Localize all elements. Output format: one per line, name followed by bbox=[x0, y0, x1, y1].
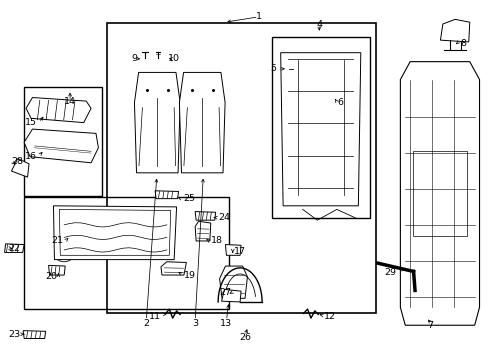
Circle shape bbox=[281, 66, 289, 72]
Circle shape bbox=[228, 246, 238, 253]
Polygon shape bbox=[441, 19, 470, 42]
Polygon shape bbox=[49, 265, 65, 275]
Text: 28: 28 bbox=[11, 157, 24, 166]
Text: 14: 14 bbox=[64, 96, 76, 105]
Text: 18: 18 bbox=[211, 237, 223, 246]
Polygon shape bbox=[24, 129, 98, 163]
Text: 3: 3 bbox=[192, 319, 198, 328]
Text: 23: 23 bbox=[8, 330, 20, 339]
Circle shape bbox=[55, 249, 73, 262]
Polygon shape bbox=[195, 212, 216, 220]
Text: 24: 24 bbox=[218, 213, 230, 222]
Text: 12: 12 bbox=[324, 312, 336, 321]
Text: 11: 11 bbox=[148, 312, 160, 321]
Polygon shape bbox=[195, 221, 211, 241]
Text: 5: 5 bbox=[271, 64, 277, 73]
Text: 17: 17 bbox=[234, 247, 246, 256]
Polygon shape bbox=[11, 158, 29, 177]
Bar bbox=[24, 87, 102, 196]
Bar bbox=[107, 23, 376, 313]
Text: 25: 25 bbox=[183, 194, 195, 203]
Bar bbox=[272, 37, 369, 218]
Text: 1: 1 bbox=[256, 12, 262, 21]
Text: 22: 22 bbox=[8, 244, 20, 253]
Text: 20: 20 bbox=[45, 272, 57, 281]
Bar bbox=[24, 197, 229, 309]
Text: 29: 29 bbox=[385, 268, 396, 277]
Text: 15: 15 bbox=[25, 118, 37, 127]
Circle shape bbox=[287, 58, 297, 65]
Polygon shape bbox=[155, 191, 178, 199]
Polygon shape bbox=[225, 244, 241, 255]
Text: 4: 4 bbox=[316, 19, 322, 28]
Text: 27: 27 bbox=[220, 288, 231, 297]
Text: 6: 6 bbox=[338, 98, 344, 107]
Polygon shape bbox=[179, 72, 225, 173]
Text: 13: 13 bbox=[220, 319, 232, 328]
Text: 19: 19 bbox=[184, 270, 196, 279]
Polygon shape bbox=[4, 244, 24, 252]
Text: 2: 2 bbox=[143, 319, 149, 328]
Polygon shape bbox=[26, 98, 91, 123]
Text: 16: 16 bbox=[25, 152, 37, 161]
Circle shape bbox=[225, 292, 235, 299]
Text: 21: 21 bbox=[51, 237, 63, 246]
Polygon shape bbox=[23, 330, 46, 338]
Polygon shape bbox=[53, 206, 176, 260]
Polygon shape bbox=[400, 62, 480, 325]
Text: 10: 10 bbox=[168, 54, 180, 63]
Text: 7: 7 bbox=[428, 321, 434, 330]
Polygon shape bbox=[161, 262, 186, 275]
Polygon shape bbox=[221, 289, 241, 302]
Circle shape bbox=[72, 247, 81, 255]
Polygon shape bbox=[220, 266, 247, 298]
Text: 9: 9 bbox=[131, 54, 138, 63]
Text: 8: 8 bbox=[460, 39, 466, 48]
Polygon shape bbox=[134, 72, 180, 173]
Polygon shape bbox=[281, 53, 361, 206]
Text: 26: 26 bbox=[239, 333, 251, 342]
